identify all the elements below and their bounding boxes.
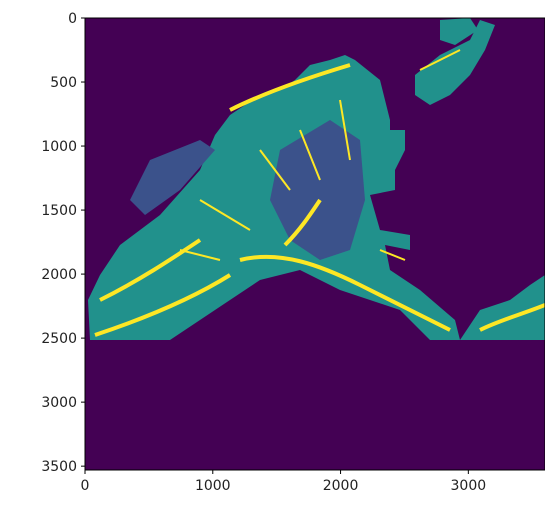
image-region (440, 18, 478, 45)
y-tick-label: 3500 (41, 459, 77, 475)
image (85, 18, 545, 470)
image-region (270, 120, 365, 260)
x-tick-label: 3000 (451, 478, 487, 494)
image-region (415, 20, 495, 105)
y-tick-label: 2500 (41, 331, 77, 347)
x-tick-label: 1000 (195, 478, 231, 494)
y-tick-label: 2000 (41, 267, 77, 283)
image-region (130, 140, 215, 215)
y-tick-label: 0 (68, 11, 77, 27)
image-region (460, 275, 545, 340)
image-region (179, 49, 461, 261)
y-tick-label: 1500 (41, 203, 77, 219)
y-tick-label: 3000 (41, 395, 77, 411)
y-tick-label: 500 (50, 75, 77, 91)
x-tick-label: 0 (81, 478, 90, 494)
image-region (94, 63, 545, 337)
y-tick-label: 1000 (41, 139, 77, 155)
plot-frame (84, 17, 545, 471)
x-tick-label: 2000 (323, 478, 359, 494)
